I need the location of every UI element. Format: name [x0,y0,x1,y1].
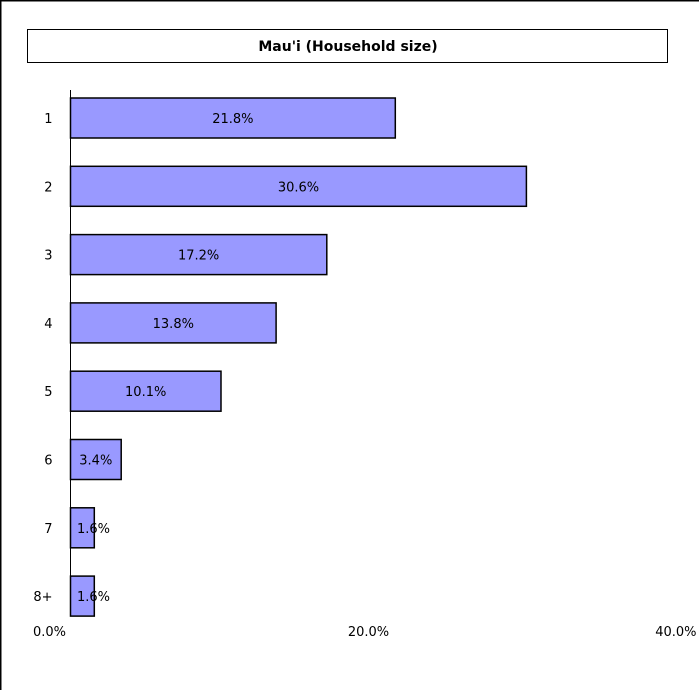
bar-1 [69,97,397,139]
bar-6 [69,438,122,481]
category-label: 2 [44,180,52,195]
chart-title: Mau'i (Household size) [258,39,437,55]
category-label: 5 [44,385,52,400]
category-label: 4 [44,317,52,332]
value-label: 30.6% [278,180,319,195]
bar-2 [69,165,528,208]
category-label: 7 [44,522,52,537]
value-label: 10.1% [125,385,166,400]
value-label: 3.4% [79,454,112,469]
value-label: 1.6% [77,590,110,605]
category-label: 1 [44,112,52,127]
category-label: 3 [44,249,52,264]
value-label: 1.6% [77,522,110,537]
value-label: 21.8% [212,112,253,127]
title-box-rect [27,29,668,63]
bar-7 [69,507,96,549]
value-label: 13.8% [153,317,194,332]
x-ticks-group: 0.0% 20.0% 40.0% [33,625,697,640]
value-label: 17.2% [178,249,219,264]
chart-title-box: Mau'i (Household size) [27,29,668,63]
bars-group: 1 21.8% 2 30.6% 3 17.2% 4 13.8% 5 10.1% 6 3.4% 7 1.6%… [33,97,528,617]
x-tick-label: 40.0% [655,625,696,640]
bar-4 [69,302,277,344]
category-label: 8+ [33,590,52,605]
bar-3 [69,233,328,276]
category-label: 6 [44,454,52,469]
bar-5 [69,370,222,412]
x-tick-label: 20.0% [348,625,389,640]
x-tick-label: 0.0% [33,625,66,640]
bar-8plus [69,575,96,617]
